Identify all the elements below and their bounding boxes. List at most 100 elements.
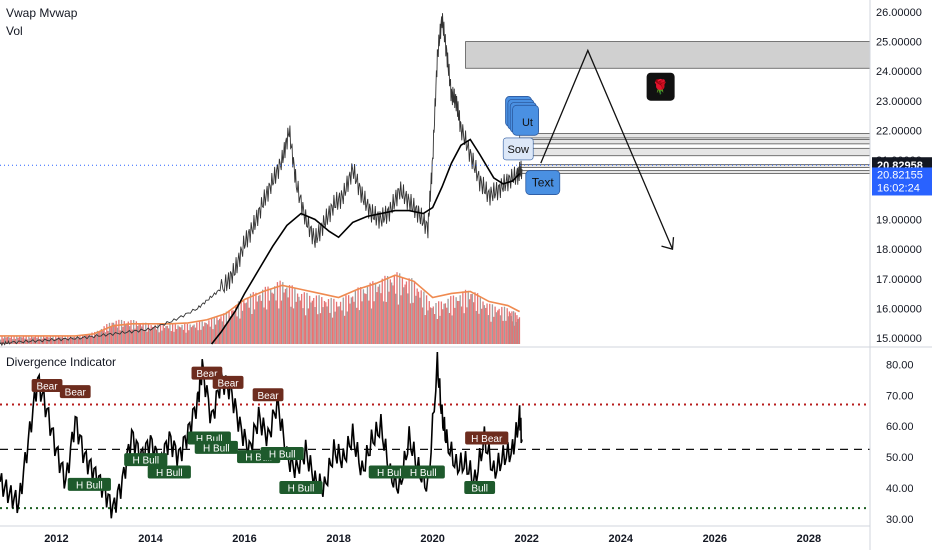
volume-bar bbox=[259, 294, 261, 344]
volume-bar bbox=[87, 335, 89, 344]
price-tick-label: 17.00000 bbox=[876, 274, 922, 286]
volume-bar bbox=[397, 304, 400, 344]
bear-marker: Bear bbox=[65, 388, 87, 399]
volume-bar bbox=[188, 330, 190, 344]
indicator-title: Divergence Indicator bbox=[6, 355, 117, 369]
volume-bar bbox=[309, 295, 311, 344]
volume-bar bbox=[503, 306, 506, 344]
volume-bar bbox=[44, 337, 46, 344]
volume-bar bbox=[177, 325, 179, 344]
bear-marker-bg bbox=[212, 375, 244, 389]
volume-bar bbox=[184, 323, 186, 344]
volume-bar bbox=[462, 291, 464, 344]
volume-bar bbox=[345, 295, 347, 344]
price-line bbox=[0, 13, 523, 347]
volume-bar bbox=[364, 293, 366, 344]
volume-bar bbox=[369, 282, 371, 344]
volume-bar bbox=[470, 294, 472, 344]
volume-bar bbox=[57, 336, 60, 344]
supply-zone bbox=[465, 41, 871, 69]
volume-bar bbox=[463, 313, 465, 344]
volume-bar bbox=[81, 334, 84, 344]
volume-bar bbox=[291, 285, 293, 344]
volume-bar bbox=[90, 336, 92, 344]
volume-bar bbox=[381, 278, 383, 344]
volume-bar bbox=[274, 286, 276, 344]
volume-bar bbox=[151, 326, 154, 344]
volume-bar bbox=[466, 307, 468, 344]
supply-zone bbox=[519, 147, 871, 157]
volume-bar bbox=[163, 327, 166, 344]
volume-bar bbox=[482, 301, 484, 344]
volume-bar bbox=[249, 293, 252, 344]
volume-bar bbox=[413, 280, 416, 344]
volume-bar bbox=[517, 318, 520, 344]
volume-bar bbox=[77, 338, 80, 344]
volume-bar bbox=[270, 288, 272, 344]
volume-bar bbox=[349, 303, 351, 344]
bull-marker: Bull bbox=[471, 484, 488, 495]
volume-bar bbox=[192, 325, 194, 344]
volume-bar bbox=[505, 320, 507, 344]
volume-bar bbox=[442, 309, 444, 344]
bull-marker: H Bull bbox=[269, 450, 296, 461]
volume-bar bbox=[319, 313, 322, 344]
projection-path bbox=[540, 48, 674, 250]
overlay-annotations: 🌹 Ut Sow Text bbox=[0, 48, 870, 250]
volume-bar bbox=[388, 291, 390, 344]
volume-bar bbox=[196, 322, 198, 344]
volume-bar bbox=[456, 300, 459, 344]
volume-bar bbox=[510, 316, 512, 344]
volume-bar bbox=[131, 329, 133, 344]
volume-bar bbox=[209, 326, 211, 344]
volume-bar bbox=[34, 336, 37, 344]
volume-bar bbox=[386, 276, 389, 344]
volume-bar bbox=[311, 300, 314, 344]
bull-marker: H Bull bbox=[288, 484, 315, 495]
volume-bar bbox=[232, 310, 234, 344]
bear-marker: Bear bbox=[36, 382, 58, 393]
volume-bar bbox=[256, 301, 258, 344]
volume-bar bbox=[507, 316, 510, 344]
volume-bar bbox=[134, 328, 136, 344]
volume-bar bbox=[286, 287, 288, 344]
volume-bar bbox=[61, 336, 64, 344]
volume-bar bbox=[63, 338, 65, 344]
volume-bar bbox=[80, 338, 82, 344]
rose-icon: 🌹 bbox=[652, 78, 669, 96]
volume-bar bbox=[485, 307, 487, 344]
volume-bar bbox=[407, 293, 409, 344]
volume-bar bbox=[479, 296, 481, 344]
supply-zone bbox=[519, 133, 871, 139]
volume-bar bbox=[433, 314, 436, 344]
volume-bar bbox=[210, 318, 213, 344]
year-tick-label: 2020 bbox=[420, 533, 444, 545]
volume-bar bbox=[343, 315, 346, 344]
emoji-box bbox=[646, 72, 675, 101]
price-tick-label: 24.00000 bbox=[876, 66, 922, 78]
volume-bar bbox=[122, 326, 124, 344]
volume-bar bbox=[127, 321, 129, 344]
bull-marker: H Bull bbox=[132, 456, 159, 467]
volume-bar bbox=[472, 302, 475, 344]
volume-bar bbox=[357, 287, 359, 344]
volume-bar bbox=[167, 328, 170, 344]
volume-bar bbox=[393, 275, 395, 344]
bull-marker: H Bull bbox=[377, 468, 404, 479]
volume-ma-line bbox=[0, 274, 521, 337]
volume-bar bbox=[20, 336, 22, 344]
volume-bar bbox=[241, 310, 244, 344]
volume-bar bbox=[214, 324, 217, 344]
volume-bar bbox=[100, 328, 103, 344]
volume-bar bbox=[287, 297, 289, 344]
volume-bar bbox=[135, 321, 138, 344]
volume-bar bbox=[292, 308, 295, 344]
volume-bar bbox=[104, 332, 107, 344]
volume-bar bbox=[487, 315, 490, 344]
volume-bar bbox=[236, 316, 238, 344]
volume-bar bbox=[290, 306, 292, 344]
volume-bar bbox=[147, 323, 150, 344]
volume-bar bbox=[411, 278, 413, 344]
volume-bar bbox=[501, 306, 503, 344]
